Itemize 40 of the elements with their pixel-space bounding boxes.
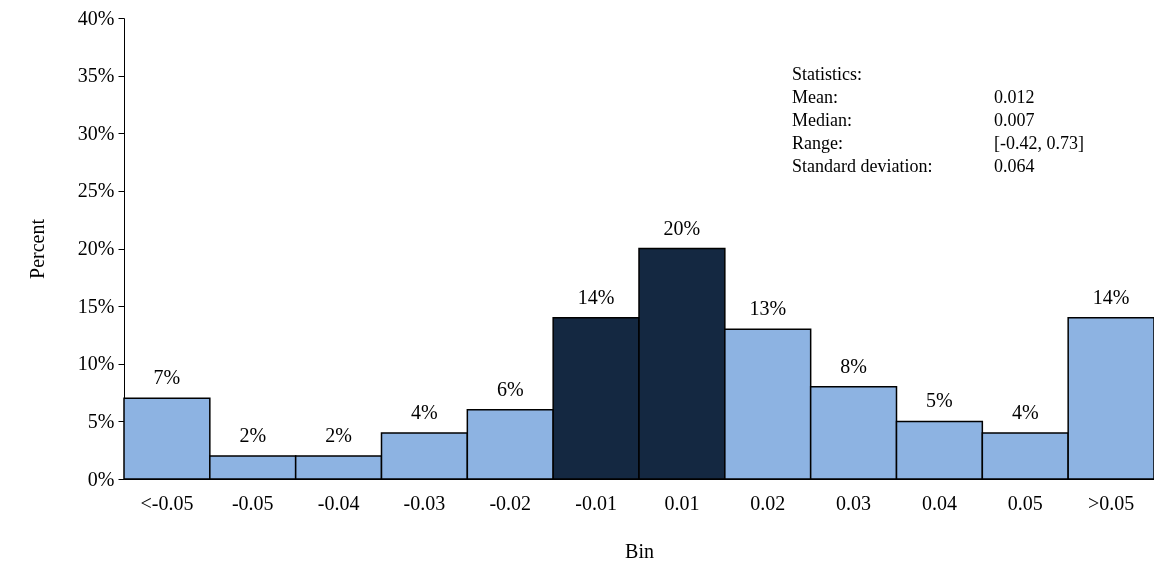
text: Mean: 0.012 xyxy=(792,87,1035,107)
data-label: 13% xyxy=(749,297,787,320)
y-tick-label: 25% xyxy=(77,179,115,202)
y-tick-label: 10% xyxy=(77,352,115,375)
y-tick-label: 15% xyxy=(77,294,115,317)
data-label: 7% xyxy=(153,366,181,389)
x-tick-label: <-0.05 xyxy=(140,491,194,514)
y-tick-label: 20% xyxy=(77,237,115,259)
x-tick-label: -0.03 xyxy=(403,491,446,514)
data-label: 5% xyxy=(926,389,953,412)
data-label: 4% xyxy=(1011,400,1039,423)
x-tick-label: 0.04 xyxy=(921,491,957,514)
data-label: 20% xyxy=(663,216,701,239)
x-tick-label: -0.01 xyxy=(575,491,617,514)
data-label: 2% xyxy=(239,423,267,446)
x-tick-label: -0.02 xyxy=(489,491,532,514)
y-axis-title: Percent xyxy=(25,218,48,279)
x-tick-label: 0.02 xyxy=(750,491,786,514)
x-tick-label: -0.04 xyxy=(317,491,360,514)
data-label: 6% xyxy=(496,377,524,400)
x-axis-title: Bin xyxy=(625,539,654,562)
y-tick-label: 35% xyxy=(77,64,115,87)
data-label: 14% xyxy=(577,285,615,308)
x-tick-label: 0.05 xyxy=(1007,491,1043,514)
annotation: Statistics: xyxy=(792,64,863,84)
text: Median: 0.007 xyxy=(792,110,1035,130)
x-tick-label: -0.05 xyxy=(231,491,274,514)
y-tick-label: 0% xyxy=(87,467,115,490)
x-tick-label: 0.03 xyxy=(836,491,872,514)
text: Range: [-0.42, 0.73] xyxy=(792,133,1084,153)
y-tick-label: 5% xyxy=(87,409,115,432)
data-label: 2% xyxy=(325,423,352,446)
x-tick-label: >0.05 xyxy=(1087,491,1135,514)
x-tick-label: 0.01 xyxy=(664,491,700,514)
y-tick-label: 40% xyxy=(77,6,115,29)
y-tick-label: 30% xyxy=(77,121,115,144)
text: Standard deviation: 0.064 xyxy=(792,156,1035,176)
data-label: 8% xyxy=(840,354,867,377)
data-label: 4% xyxy=(411,400,438,423)
data-label: 14% xyxy=(1092,285,1130,308)
